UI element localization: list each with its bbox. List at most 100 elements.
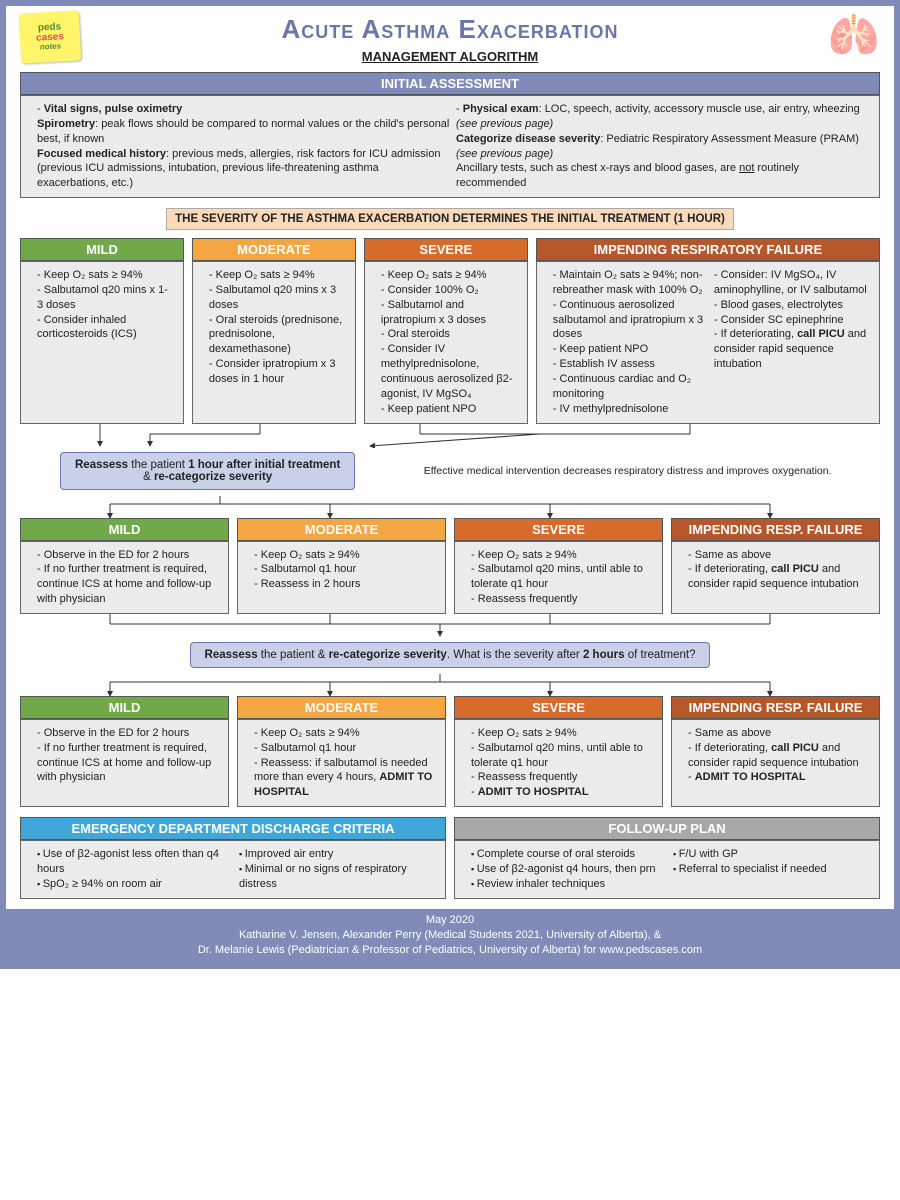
list-item: Consider 100% O₂ <box>381 283 517 298</box>
initial-left: Vital signs, pulse oximetrySpirometry: p… <box>37 102 450 191</box>
list-item: Keep patient NPO <box>381 402 517 417</box>
list-item: Observe in the ED for 2 hours <box>37 726 218 741</box>
arrows-2 <box>20 496 880 518</box>
list-item: Keep O₂ sats ≥ 94% <box>254 726 435 741</box>
list-item: Salbutamol q20 mins x 1-3 doses <box>37 283 173 313</box>
row1-mild-list: Keep O₂ sats ≥ 94%Salbutamol q20 mins x … <box>31 268 173 342</box>
row1-failure-right: Consider: IV MgSO₄, IV aminophylline, or… <box>708 268 869 372</box>
list-item: Keep O₂ sats ≥ 94% <box>381 268 517 283</box>
severity-row-1: MILD Keep O₂ sats ≥ 94%Salbutamol q20 mi… <box>20 238 880 423</box>
list-item: Salbutamol q20 mins, until able to toler… <box>471 562 652 592</box>
arrows-3 <box>20 614 880 636</box>
list-item: Keep O₂ sats ≥ 94% <box>209 268 345 283</box>
list-item: Establish IV assess <box>553 357 708 372</box>
list-item: Keep O₂ sats ≥ 94% <box>471 548 652 563</box>
row1-severe-list: Keep O₂ sats ≥ 94%Consider 100% O₂Salbut… <box>375 268 517 416</box>
initial-assessment-header: INITIAL ASSESSMENT <box>20 72 880 95</box>
list-item: Reassess: if salbutamol is needed more t… <box>254 756 435 801</box>
list-item: Oral steroids <box>381 327 517 342</box>
followup-right: F/U with GPReferral to specialist if nee… <box>667 847 869 877</box>
bottom-row: EMERGENCY DEPARTMENT DISCHARGE CRITERIA … <box>20 817 880 899</box>
list-item: Salbutamol q20 mins, until able to toler… <box>471 741 652 771</box>
list-item: Same as above <box>688 548 869 563</box>
list-item: Keep patient NPO <box>553 342 708 357</box>
list-item: Salbutamol q20 mins x 3 doses <box>209 283 345 313</box>
severity-row-3: MILD Observe in the ED for 2 hoursIf no … <box>20 696 880 807</box>
list-item: If deteriorating, call PICU and consider… <box>688 562 869 592</box>
initial-right: Physical exam: LOC, speech, activity, ac… <box>456 102 869 191</box>
list-item: Reassess in 2 hours <box>254 577 435 592</box>
row2-failure-header: IMPENDING RESP. FAILURE <box>671 518 880 541</box>
discharge-right: Improved air entryMinimal or no signs of… <box>233 847 435 892</box>
list-item: Use of β2-agonist q4 hours, then prn <box>471 862 667 877</box>
row2-moderate-list: Keep O₂ sats ≥ 94%Salbutamol q1 hourReas… <box>248 548 435 593</box>
list-item: Salbutamol q1 hour <box>254 741 435 756</box>
list-item: Referral to specialist if needed <box>673 862 869 877</box>
row1-failure-header: IMPENDING RESPIRATORY FAILURE <box>536 238 880 261</box>
row3-severe-list: Keep O₂ sats ≥ 94%Salbutamol q20 mins, u… <box>465 726 652 800</box>
list-item: Reassess frequently <box>471 592 652 607</box>
list-item: Consider IV methylprednisolone, continuo… <box>381 342 517 401</box>
list-item: Salbutamol and ipratropium x 3 doses <box>381 298 517 328</box>
list-item: If no further treatment is required, con… <box>37 562 218 607</box>
row3-severe-header: SEVERE <box>454 696 663 719</box>
list-item: Consider: IV MgSO₄, IV aminophylline, or… <box>714 268 869 298</box>
row3-failure-header: IMPENDING RESP. FAILURE <box>671 696 880 719</box>
initial-assessment-box: Vital signs, pulse oximetrySpirometry: p… <box>20 95 880 198</box>
list-item: ADMIT TO HOSPITAL <box>688 770 869 785</box>
severity-row-2: MILD Observe in the ED for 2 hoursIf no … <box>20 518 880 614</box>
row2-mild-header: MILD <box>20 518 229 541</box>
reassess-1: Reassess the patient 1 hour after initia… <box>60 452 355 490</box>
followup-header: FOLLOW-UP PLAN <box>454 817 880 840</box>
row1-severe-header: SEVERE <box>364 238 528 261</box>
list-item: Consider SC epinephrine <box>714 313 869 328</box>
row1-failure-left: Maintain O₂ sats ≥ 94%; non-rebreather m… <box>547 268 708 416</box>
list-item: Continuous cardiac and O₂ monitoring <box>553 372 708 402</box>
row3-mild-header: MILD <box>20 696 229 719</box>
list-item: Improved air entry <box>239 847 435 862</box>
row2-mild-list: Observe in the ED for 2 hoursIf no furth… <box>31 548 218 607</box>
reassess-2: Reassess the patient & re-categorize sev… <box>190 642 711 668</box>
row2-severe-header: SEVERE <box>454 518 663 541</box>
list-item: Use of β2-agonist less often than q4 hou… <box>37 847 233 877</box>
discharge-header: EMERGENCY DEPARTMENT DISCHARGE CRITERIA <box>20 817 446 840</box>
list-item: If no further treatment is required, con… <box>37 741 218 786</box>
severity-banner: THE SEVERITY OF THE ASTHMA EXACERBATION … <box>166 208 734 230</box>
row3-moderate-header: MODERATE <box>237 696 446 719</box>
list-item: Consider inhaled corticosteroids (ICS) <box>37 313 173 343</box>
list-item: Observe in the ED for 2 hours <box>37 548 218 563</box>
row2-moderate-header: MODERATE <box>237 518 446 541</box>
list-item: SpO₂ ≥ 94% on room air <box>37 877 233 892</box>
page-frame: peds cases notes Acute Asthma Exacerbati… <box>0 0 900 969</box>
row2-severe-list: Keep O₂ sats ≥ 94%Salbutamol q20 mins, u… <box>465 548 652 607</box>
header: peds cases notes Acute Asthma Exacerbati… <box>20 14 880 45</box>
list-item: Salbutamol q1 hour <box>254 562 435 577</box>
list-item: If deteriorating, call PICU and consider… <box>714 327 869 372</box>
row1-moderate-list: Keep O₂ sats ≥ 94%Salbutamol q20 mins x … <box>203 268 345 387</box>
row2-failure-list: Same as aboveIf deteriorating, call PICU… <box>682 548 869 593</box>
footer-date: May 2020 <box>14 913 886 928</box>
list-item: Complete course of oral steroids <box>471 847 667 862</box>
list-item: Review inhaler techniques <box>471 877 667 892</box>
list-item: Keep O₂ sats ≥ 94% <box>471 726 652 741</box>
arrows-1 <box>20 424 880 446</box>
list-item: IV methylprednisolone <box>553 402 708 417</box>
page-title: Acute Asthma Exacerbation <box>281 14 618 45</box>
logo-pedscases: peds cases notes <box>19 10 82 63</box>
list-item: F/U with GP <box>673 847 869 862</box>
arrows-4 <box>20 674 880 696</box>
lungs-icon: 🫁 <box>828 14 880 56</box>
list-item: Continuous aerosolized salbutamol and ip… <box>553 298 708 343</box>
list-item: Oral steroids (prednisone, prednisolone,… <box>209 313 345 358</box>
list-item: Same as above <box>688 726 869 741</box>
footer-credits: Katharine V. Jensen, Alexander Perry (Me… <box>14 928 886 959</box>
list-item: Keep O₂ sats ≥ 94% <box>254 548 435 563</box>
page-subtitle: MANAGEMENT ALGORITHM <box>20 49 880 64</box>
list-item: ADMIT TO HOSPITAL <box>471 785 652 800</box>
row3-failure-list: Same as aboveIf deteriorating, call PICU… <box>682 726 869 785</box>
intervention-note: Effective medical intervention decreases… <box>375 465 880 477</box>
row1-mild-header: MILD <box>20 238 184 261</box>
row3-mild-list: Observe in the ED for 2 hoursIf no furth… <box>31 726 218 785</box>
list-item: Blood gases, electrolytes <box>714 298 869 313</box>
discharge-left: Use of β2-agonist less often than q4 hou… <box>31 847 233 892</box>
